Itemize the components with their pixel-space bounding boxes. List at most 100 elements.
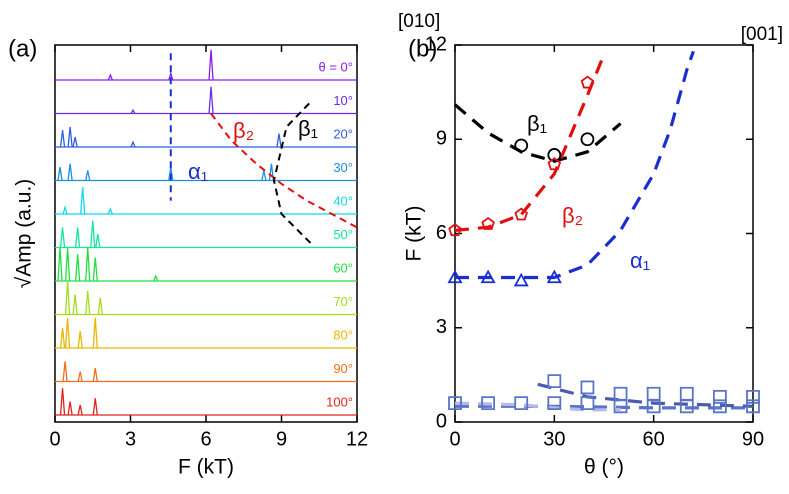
y-tick-label: 9 (436, 128, 447, 150)
spectrum-peak (90, 220, 96, 248)
marker (514, 396, 529, 411)
spectrum-peak (92, 317, 98, 349)
fit-curve (455, 404, 753, 410)
x-tick-label: 0 (49, 428, 60, 450)
marker (746, 389, 760, 404)
marker (447, 269, 463, 284)
x-tick-label: 3 (125, 428, 136, 450)
marker (481, 396, 496, 411)
marker (679, 386, 694, 401)
marker (513, 272, 529, 287)
plot-frame (454, 44, 754, 423)
y-axis-label: F (kT) (403, 206, 426, 262)
x-tick-label: 0 (449, 428, 460, 450)
marker (546, 269, 562, 284)
spectrum-peak (75, 227, 81, 248)
spectrum-peak (130, 140, 136, 148)
guide-curve (210, 112, 358, 229)
trace-label: 30° (333, 160, 353, 175)
y-tick-label: 3 (436, 316, 447, 338)
spectrum-peak (97, 297, 103, 315)
spectrum-peak (77, 371, 83, 382)
x-tick-label: 90 (742, 428, 764, 450)
spectrum-peak (276, 133, 282, 148)
guide-curve (272, 102, 313, 245)
spectrum-peak (72, 294, 78, 315)
marker (580, 132, 595, 147)
marker (448, 223, 462, 237)
annotation: β₁ (298, 116, 318, 141)
x-tick-label: 60 (643, 428, 665, 450)
spectrum-peak (95, 234, 101, 248)
spectrum-peak (64, 280, 71, 315)
top-label: [010] (398, 11, 440, 32)
fit-curve (453, 103, 622, 163)
marker (746, 399, 760, 414)
marker (514, 207, 528, 221)
spectrum-peak (59, 227, 66, 248)
x-tick-label: 9 (276, 428, 287, 450)
spectrum-peak (208, 86, 214, 114)
top-label: [001] (741, 24, 783, 45)
marker (580, 380, 595, 395)
annotation: α₁ (630, 248, 650, 273)
spectrum-peak (64, 247, 71, 282)
marker (514, 138, 529, 153)
trace-label: 70° (333, 294, 353, 309)
x-tick-label: 12 (346, 428, 368, 450)
y-tick-label: 6 (436, 222, 447, 244)
annotation: β₁ (527, 111, 547, 136)
spectrum-peak (261, 170, 267, 181)
y-tick-label: 12 (425, 33, 447, 55)
trace-label: 80° (333, 327, 353, 342)
marker (481, 216, 495, 230)
x-tick-label: 30 (543, 428, 565, 450)
fit-curve (454, 401, 621, 412)
marker (646, 386, 661, 401)
annotation: β₂ (233, 118, 254, 143)
spectrum-peak (59, 388, 66, 416)
panel-label: (b) (408, 35, 437, 62)
marker (547, 157, 562, 171)
spectrum-peak (67, 401, 73, 416)
y-tick-label: 0 (436, 410, 447, 432)
spectrum-peak (208, 49, 214, 81)
annotation: α₁ (188, 159, 208, 184)
plot-frame (54, 44, 358, 423)
y-axis-label: √Amp (a.u.) (13, 179, 36, 289)
spectrum-peak (75, 254, 81, 282)
spectrum-peak (57, 247, 63, 282)
trace-label: 60° (333, 260, 353, 275)
spectrum-peak (62, 205, 68, 215)
spectrum-peak (92, 398, 98, 416)
marker (613, 386, 628, 401)
spectrum-peak (67, 126, 73, 148)
spectrum-peak (77, 404, 83, 416)
trace-label: 100° (326, 394, 353, 409)
spectrum-peak (62, 361, 68, 382)
spectrum-peak (168, 71, 174, 81)
spectrum-peak (107, 207, 113, 215)
marker (580, 75, 595, 89)
spectrum-peak (153, 274, 159, 282)
trace-label: 10° (333, 93, 353, 108)
trace-label: 40° (333, 193, 353, 208)
spectrum-peak (67, 163, 73, 181)
trace-label: 90° (333, 361, 353, 376)
x-tick-label: 6 (200, 428, 211, 450)
spectrum-peak (64, 317, 71, 349)
spectrum-peak (130, 108, 136, 114)
marker (580, 396, 595, 411)
spectrum-peak (72, 136, 78, 148)
marker (547, 148, 562, 162)
spectrum-peak (85, 170, 91, 181)
spectrum-peak (92, 368, 98, 382)
panel-label: (a) (8, 35, 37, 62)
spectrum-peak (59, 130, 66, 148)
spectrum-peak (59, 327, 66, 349)
trace-label: 20° (333, 126, 353, 141)
marker (712, 389, 727, 404)
spectrum-peak (77, 331, 83, 349)
annotation: β₂ (562, 203, 583, 228)
